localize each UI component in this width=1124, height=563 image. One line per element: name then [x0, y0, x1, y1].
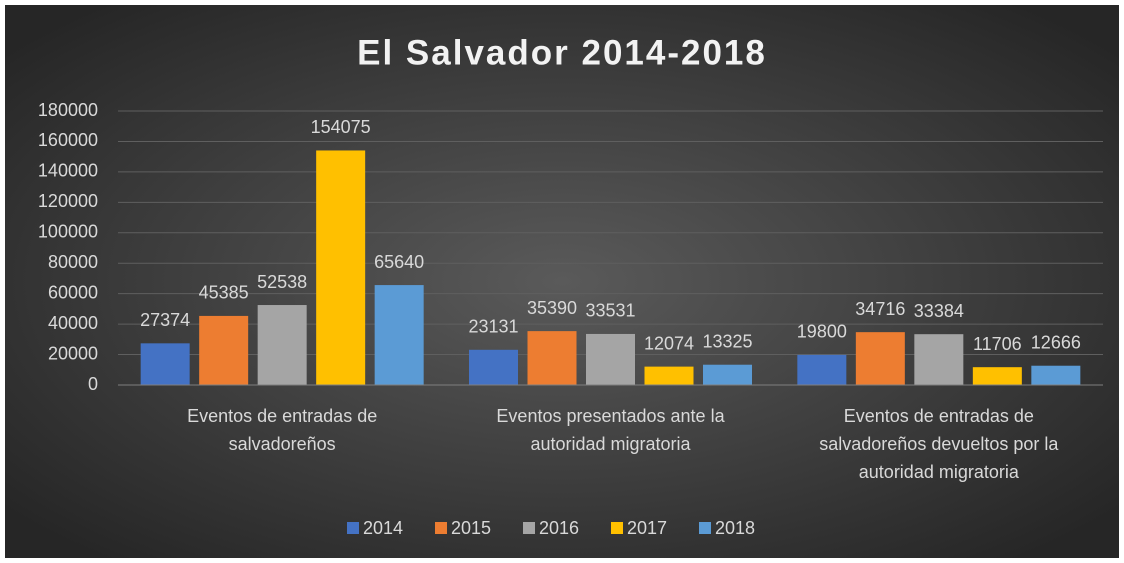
bar	[140, 343, 190, 385]
value-label: 23131	[468, 317, 518, 337]
bar	[972, 367, 1022, 385]
legend-swatch	[611, 522, 623, 534]
bar	[527, 331, 577, 385]
value-label: 13325	[702, 331, 752, 351]
legend-label: 2015	[451, 518, 491, 538]
value-label: 65640	[374, 252, 424, 272]
value-label: 27374	[140, 310, 190, 330]
value-label: 35390	[527, 298, 577, 318]
legend-label: 2016	[539, 518, 579, 538]
value-label: 33384	[914, 301, 964, 321]
bar	[855, 332, 905, 385]
legend-swatch	[523, 522, 535, 534]
bar	[316, 150, 366, 385]
value-label: 154075	[311, 117, 371, 137]
value-label: 12074	[644, 333, 694, 353]
chart-title: El Salvador 2014-2018	[357, 33, 767, 72]
bar	[586, 333, 635, 385]
value-label: 19800	[797, 322, 847, 342]
value-label: 45385	[199, 283, 249, 303]
y-tick-label: 60000	[48, 282, 98, 302]
legend-label: 2018	[715, 518, 755, 538]
bar	[257, 305, 307, 385]
y-tick-label: 80000	[48, 252, 98, 272]
x-tick-label: Eventos de entradas de salvadoreños devu…	[819, 406, 1059, 482]
value-label: 52538	[257, 272, 307, 292]
y-tick-label: 40000	[48, 313, 98, 333]
legend-swatch	[435, 522, 447, 534]
bar	[914, 334, 964, 385]
legend-swatch	[347, 522, 359, 534]
y-tick-label: 20000	[48, 343, 98, 363]
legend-label: 2017	[627, 518, 667, 538]
value-label: 34716	[855, 299, 905, 319]
value-label: 11706	[973, 334, 1022, 354]
value-label: 12666	[1031, 332, 1081, 352]
y-tick-label: 0	[88, 374, 98, 394]
y-tick-label: 120000	[38, 191, 98, 211]
y-tick-label: 140000	[38, 161, 98, 181]
legend-label: 2014	[363, 518, 403, 538]
bar	[199, 315, 249, 385]
x-tick-label: Eventos presentados ante la autoridad mi…	[496, 406, 725, 454]
bar	[374, 285, 424, 385]
bar	[644, 366, 694, 385]
value-label: 33531	[585, 301, 635, 321]
y-tick-label: 180000	[38, 100, 98, 120]
chart-background	[5, 5, 1119, 558]
bar	[703, 364, 752, 385]
y-tick-label: 160000	[38, 130, 98, 150]
x-tick-label: Eventos de entradas de salvadoreños	[187, 406, 378, 454]
legend-swatch	[699, 522, 711, 534]
y-tick-label: 100000	[38, 222, 98, 242]
bar	[1031, 365, 1081, 385]
bar	[469, 349, 518, 385]
bar	[797, 354, 847, 385]
